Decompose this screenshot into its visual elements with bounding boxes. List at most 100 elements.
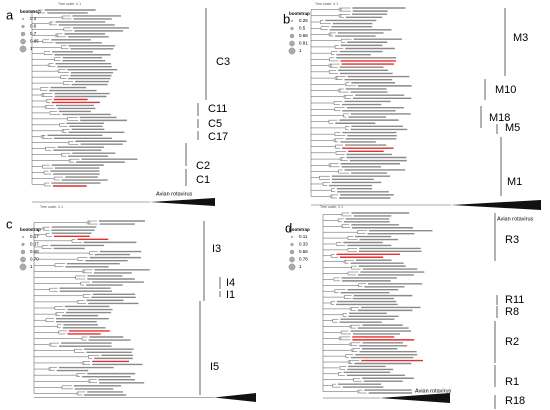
- panel-letter: d: [285, 220, 292, 235]
- bootstrap-node: [356, 390, 360, 393]
- clade-label: M3: [513, 32, 528, 44]
- outgroup-collapsed: [451, 200, 541, 210]
- bootstrap-node: [62, 82, 65, 84]
- clade-label: R3: [505, 234, 519, 246]
- legend-marker: [19, 45, 27, 53]
- clade-label: I4: [226, 277, 235, 289]
- legend-value: 0.37: [30, 242, 39, 247]
- bootstrap-node: [336, 219, 340, 222]
- legend-marker: [21, 24, 25, 29]
- bootstrap-node: [348, 325, 353, 329]
- bootstrap-node: [60, 16, 64, 19]
- clade-label: I5: [210, 361, 219, 373]
- bootstrap-node: [48, 21, 52, 26]
- bootstrap-node: [328, 163, 332, 168]
- bootstrap-node: [337, 88, 341, 93]
- legend-marker: [20, 256, 26, 263]
- panel-letter: c: [6, 216, 13, 231]
- outgroup-label: Avian rotavirus: [497, 216, 534, 222]
- legend-marker: [22, 236, 24, 238]
- legend-marker: [291, 20, 293, 22]
- legend-marker: [289, 249, 295, 255]
- clade-label: R11: [505, 294, 524, 306]
- bootstrap-node: [338, 336, 342, 341]
- bootstrap-node: [48, 343, 52, 347]
- bootstrap-node: [61, 129, 65, 133]
- bootstrap-node: [328, 63, 333, 68]
- bootstrap-node: [81, 269, 86, 274]
- legend-marker: [290, 26, 294, 31]
- bootstrap-node: [350, 348, 354, 352]
- clade-label: I3: [212, 243, 221, 255]
- legend-value: 0.78: [299, 257, 308, 262]
- outgroup-label: Avian rotavirus: [156, 191, 193, 197]
- clade-label: C5: [208, 118, 222, 130]
- bootstrap-node: [344, 83, 347, 86]
- clade-label: R2: [505, 336, 519, 348]
- clade-label: C2: [196, 160, 210, 172]
- legend-value: 0.5: [299, 26, 306, 31]
- panel: d Tree scale: 0.1 bootstrap 0.11 0.33 0.56 0.7…: [285, 205, 525, 409]
- bootstrap-node: [87, 379, 91, 383]
- bootstrap-node: [47, 367, 51, 371]
- bootstrap-node: [347, 360, 351, 364]
- bootstrap-node: [36, 10, 40, 13]
- legend-marker: [290, 242, 294, 247]
- bootstrap-node: [349, 307, 353, 311]
- panel: b Tree scale: 0.1 bootstrap 0.25 0.5 0.68 0.81…: [283, 2, 541, 222]
- bootstrap-node: [339, 367, 341, 369]
- legend-title: bootstrap: [20, 9, 41, 14]
- clade-label: M10: [495, 84, 516, 96]
- bootstrap-node: [47, 63, 51, 67]
- panel-letter: a: [6, 7, 14, 22]
- bootstrap-node: [75, 392, 79, 395]
- legend-title: bootstrap: [289, 227, 310, 232]
- legend-value: 0.81: [299, 41, 308, 46]
- legend-value: 0.7: [30, 31, 37, 36]
- bootstrap-node: [41, 245, 44, 248]
- legend-value: 0.17: [30, 234, 39, 239]
- legend-title: bootstrap: [289, 11, 310, 16]
- legend-value: 0.33: [299, 242, 308, 247]
- bootstrap-node: [43, 183, 46, 186]
- bootstrap-node: [82, 294, 85, 297]
- bootstrap-node: [41, 227, 45, 231]
- bootstrap-node: [68, 159, 72, 163]
- clade-label: R8: [505, 306, 519, 318]
- bootstrap-node: [57, 69, 60, 73]
- bootstrap-node: [327, 32, 332, 37]
- bootstrap-node: [67, 141, 70, 144]
- bootstrap-node: [344, 127, 347, 129]
- bootstrap-node: [44, 105, 47, 109]
- clade-label: R1: [505, 376, 519, 388]
- tree-scale: Tree scale: 0.1: [320, 205, 343, 209]
- tree-scale: Tree scale: 0.1: [58, 2, 81, 6]
- legend-marker: [20, 31, 26, 37]
- tree-scale: Tree scale: 0.1: [40, 205, 63, 209]
- legend-value: 0.56: [299, 249, 308, 254]
- legend-value: 0.58: [30, 249, 39, 254]
- bootstrap-node: [54, 312, 58, 316]
- legend-value: 0.68: [299, 33, 308, 38]
- clade-label: M5: [505, 122, 520, 134]
- bootstrap-node: [332, 102, 335, 104]
- legend-marker: [288, 47, 296, 55]
- legend-value: 0.6: [30, 24, 37, 29]
- bootstrap-node: [338, 14, 342, 18]
- bootstrap-node: [40, 93, 45, 97]
- legend-value: 1: [299, 264, 302, 269]
- bootstrap-node: [333, 290, 336, 293]
- bootstrap-node: [333, 138, 337, 142]
- clade-label: C17: [208, 131, 228, 143]
- bootstrap-node: [43, 52, 45, 54]
- legend-marker: [22, 18, 24, 20]
- bootstrap-node: [329, 301, 333, 305]
- bootstrap-node: [340, 39, 343, 42]
- outgroup-collapsed: [380, 393, 450, 403]
- legend-value: 1: [30, 264, 33, 269]
- outgroup-label: Avian rotavirus: [415, 388, 452, 394]
- legend-marker: [289, 256, 295, 263]
